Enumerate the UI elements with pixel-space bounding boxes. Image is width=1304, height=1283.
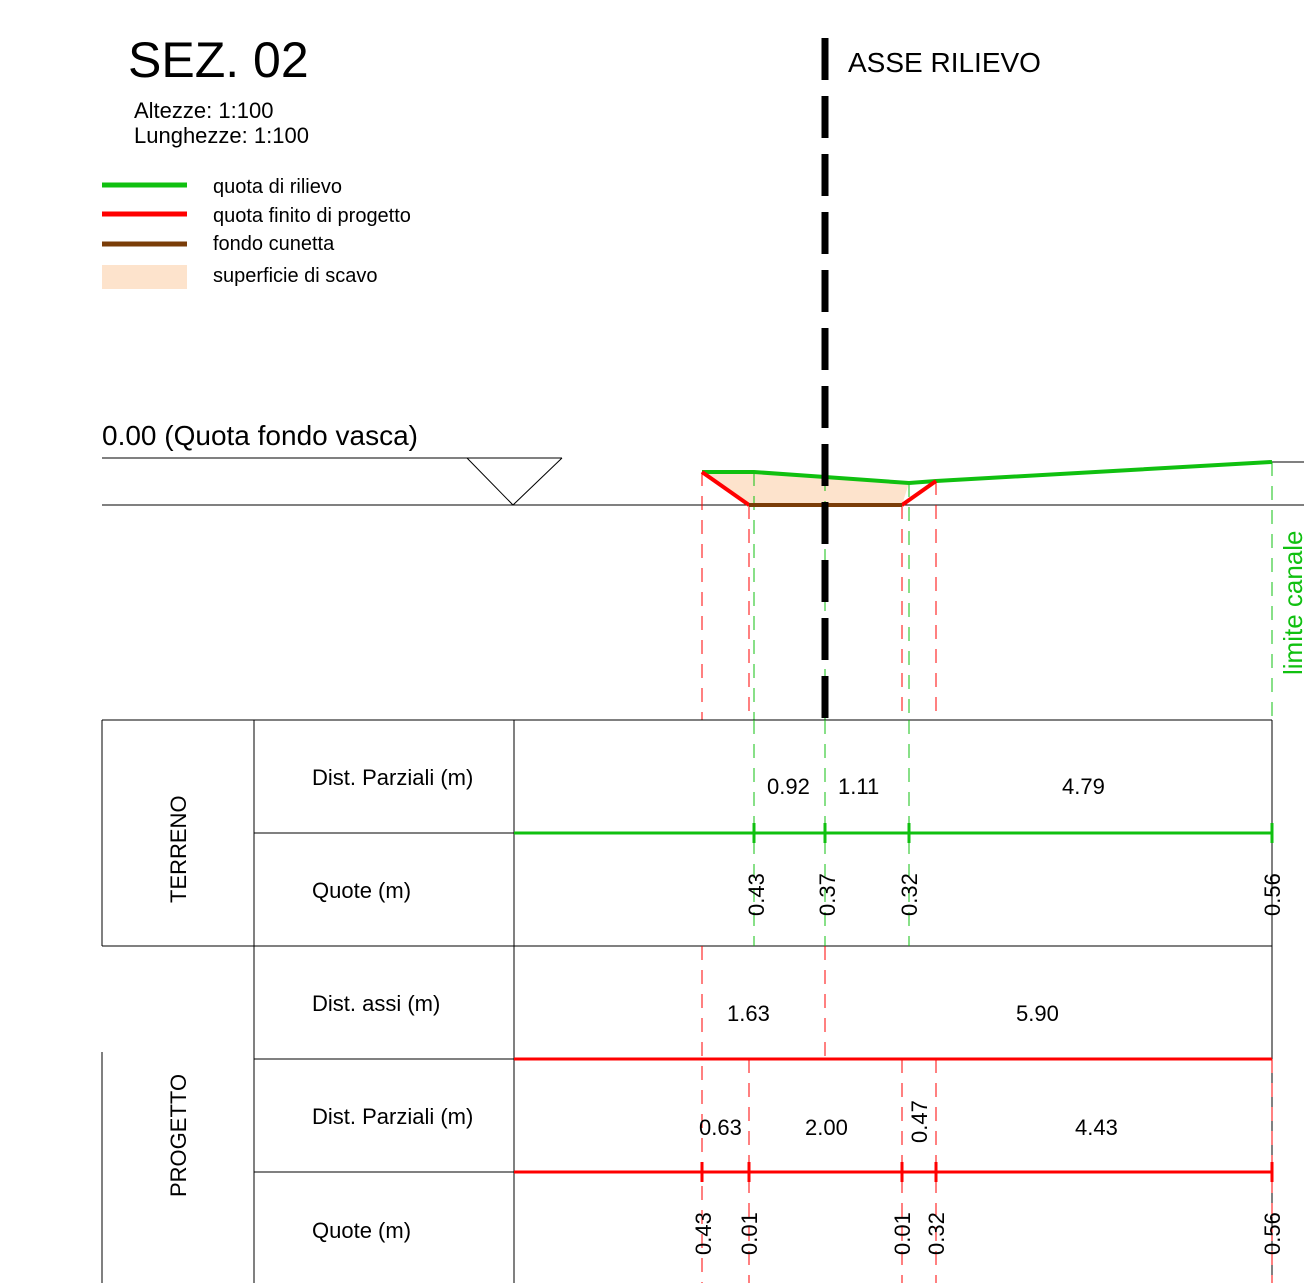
terreno-table-guides — [514, 720, 1272, 946]
progetto-assi-value: 1.63 — [727, 1001, 770, 1026]
scale-heights: Altezze: 1:100 — [134, 98, 273, 123]
terreno-quote-value: 0.37 — [815, 873, 840, 916]
canal-limit-label: limite canale — [1278, 530, 1304, 675]
legend-label-terrain: quota di rilievo — [213, 176, 342, 198]
terreno-dist-value: 4.79 — [1062, 774, 1105, 799]
row-label-progetto-dist: Dist. Parziali (m) — [312, 1104, 473, 1129]
legend-label-project: quota finito di progetto — [213, 205, 411, 227]
terreno-quote-value: 0.56 — [1260, 873, 1285, 916]
progetto-dist-value: 2.00 — [805, 1115, 848, 1140]
section-title: SEZ. 02 — [128, 32, 309, 88]
section-label-progetto: PROGETTO — [166, 1074, 191, 1197]
row-label-progetto-assi: Dist. assi (m) — [312, 991, 440, 1016]
row-label-terreno-quote: Quote (m) — [312, 878, 411, 903]
row-label-terreno-dist: Dist. Parziali (m) — [312, 765, 473, 790]
progetto-dist-value: 4.43 — [1075, 1115, 1118, 1140]
terreno-dist-value: 0.92 — [767, 774, 810, 799]
terreno-quote-value: 0.43 — [744, 873, 769, 916]
legend: quota di rilievo quota finito di progett… — [102, 176, 411, 289]
section-label-terreno: TERRENO — [166, 795, 191, 903]
datum-triangle-marker — [467, 458, 562, 505]
progetto-assi-value: 5.90 — [1016, 1001, 1059, 1026]
progetto-quote-value: 0.32 — [924, 1212, 949, 1255]
terreno-dist-value: 1.11 — [838, 774, 879, 799]
progetto-dist-value: 0.47 — [907, 1100, 932, 1143]
progetto-quote-value: 0.01 — [737, 1212, 762, 1255]
data-table — [102, 720, 1272, 1283]
legend-swatch-excavation — [102, 265, 187, 289]
scale-lengths: Lunghezze: 1:100 — [134, 123, 309, 148]
progetto-dist-value: 0.63 — [699, 1115, 742, 1140]
progetto-quote-value: 0.43 — [691, 1212, 716, 1255]
progetto-quote-value: 0.56 — [1260, 1212, 1285, 1255]
datum-label: 0.00 (Quota fondo vasca) — [102, 420, 418, 451]
progetto-quote-value: 0.01 — [890, 1212, 915, 1255]
row-label-progetto-quote: Quote (m) — [312, 1218, 411, 1243]
legend-label-ditch: fondo cunetta — [213, 233, 335, 255]
legend-label-excavation: superficie di scavo — [213, 265, 378, 287]
survey-axis-label: ASSE RILIEVO — [848, 47, 1041, 78]
terreno-quote-value: 0.32 — [897, 873, 922, 916]
